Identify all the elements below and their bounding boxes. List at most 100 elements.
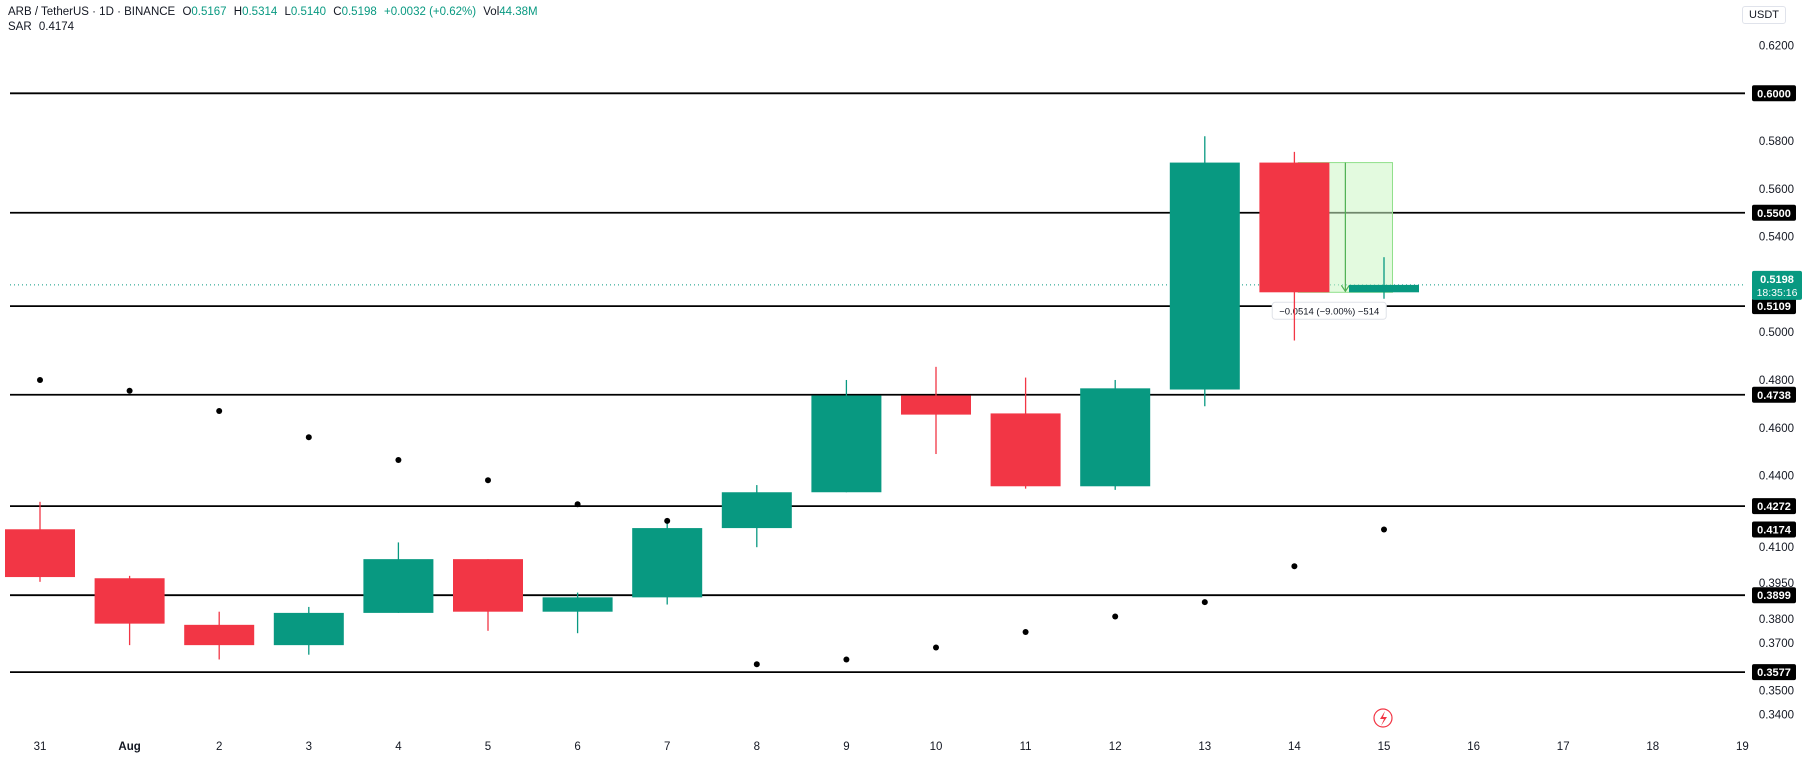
candle-body bbox=[1169, 162, 1240, 390]
sar-dot bbox=[37, 376, 43, 383]
level-price-tag-bg bbox=[1752, 664, 1796, 681]
level-price-tag: 0.4272 bbox=[1757, 501, 1791, 513]
time-tick-label: 10 bbox=[930, 741, 943, 753]
volume-label: Vol bbox=[483, 6, 500, 18]
countdown-tag: 18:35:16 bbox=[1757, 287, 1798, 299]
candle-body bbox=[1080, 388, 1151, 487]
price-tick-label: 0.3950 bbox=[1759, 578, 1794, 590]
close-label: C bbox=[333, 6, 342, 18]
level-price-tag: 0.4738 bbox=[1757, 390, 1791, 402]
sar-dot bbox=[485, 477, 491, 484]
high-label: H bbox=[233, 6, 243, 18]
time-tick-label: 7 bbox=[664, 741, 670, 753]
level-price-tag-bg bbox=[1752, 85, 1796, 102]
time-tick-label: 16 bbox=[1467, 741, 1480, 753]
price-tick-label: 0.3700 bbox=[1759, 638, 1794, 650]
time-tick-label: 3 bbox=[306, 741, 312, 753]
time-tick-label: 4 bbox=[395, 741, 402, 753]
level-price-tag-bg bbox=[1752, 587, 1796, 604]
time-tick-label: Aug bbox=[118, 741, 140, 753]
time-tick-label: 15 bbox=[1378, 741, 1391, 753]
sar-price-tag: 0.4174 bbox=[1757, 525, 1792, 537]
sar-dot bbox=[216, 408, 223, 415]
chart-legend-ohlc: ARB / TetherUS · 1D · BINANCE O0.5167 H0… bbox=[8, 6, 542, 18]
price-tags: 0.6000 0.5500 0.5109 0.4738 0.4272 0.3899 0.35… bbox=[1752, 85, 1802, 681]
price-tick-label: 0.3400 bbox=[1759, 709, 1794, 721]
level-price-tag: 0.6000 bbox=[1757, 88, 1791, 100]
sar-dot bbox=[126, 387, 133, 394]
time-tick-label: 31 bbox=[34, 741, 47, 753]
sar-dot bbox=[843, 656, 850, 663]
alert-icon[interactable] bbox=[1373, 708, 1393, 728]
price-tick-label: 0.4800 bbox=[1759, 375, 1794, 387]
candle-body bbox=[811, 395, 882, 493]
open-label: O bbox=[182, 6, 192, 18]
currency-button[interactable]: USDT bbox=[1742, 6, 1786, 24]
level-price-tag: 0.5109 bbox=[1757, 301, 1791, 313]
price-axis: 0.6200 0.5800 0.5600 0.5400 0.5000 0.4800 0.46… bbox=[1759, 41, 1794, 722]
sar-legend[interactable]: SAR 0.4174 bbox=[8, 21, 78, 33]
candle-body bbox=[453, 559, 523, 612]
time-tick-label: 11 bbox=[1020, 741, 1032, 753]
level-price-tag: 0.3899 bbox=[1757, 590, 1791, 602]
close-value: 0.5198 bbox=[341, 6, 377, 18]
level-price-tag-bg bbox=[1752, 204, 1796, 221]
candle-body bbox=[990, 413, 1061, 487]
price-tick-label: 0.4600 bbox=[1759, 423, 1794, 435]
price-tick-label: 0.3500 bbox=[1759, 686, 1794, 698]
low-label: L bbox=[284, 6, 291, 18]
sar-price-tag-bg bbox=[1752, 521, 1796, 538]
sar-dots bbox=[37, 376, 1387, 668]
level-price-tag-bg bbox=[1752, 498, 1796, 515]
last-price-tag-bg bbox=[1752, 270, 1802, 300]
time-tick-label: 8 bbox=[754, 741, 760, 753]
sar-dot bbox=[1201, 599, 1208, 606]
time-tick-label: 13 bbox=[1198, 741, 1211, 753]
price-tick-label: 0.4100 bbox=[1759, 542, 1794, 554]
price-tick-label: 0.5600 bbox=[1759, 184, 1794, 196]
horizontal-levels bbox=[10, 92, 1745, 674]
last-price-tag: 0.5198 bbox=[1760, 274, 1794, 286]
candle-body bbox=[94, 578, 165, 624]
time-tick-label: 14 bbox=[1288, 741, 1301, 753]
time-tick-label: 12 bbox=[1109, 741, 1122, 753]
price-tick-label: 0.3800 bbox=[1759, 614, 1794, 626]
candle-body bbox=[1259, 162, 1330, 293]
sar-dot bbox=[753, 661, 760, 668]
candle-body bbox=[542, 597, 613, 612]
price-tick-label: 0.5800 bbox=[1759, 136, 1794, 148]
change-value: +0.0032 (+0.62%) bbox=[383, 6, 477, 18]
measure-label: −0.0514 (−9.00%) −514 bbox=[1279, 306, 1379, 317]
high-value: 0.5314 bbox=[242, 6, 278, 18]
price-tick-label: 0.6200 bbox=[1759, 41, 1794, 53]
time-tick-label: 19 bbox=[1736, 741, 1749, 753]
measure-label-box bbox=[1271, 301, 1387, 320]
time-tick-label: 6 bbox=[574, 741, 580, 753]
time-tick-label: 2 bbox=[216, 741, 222, 753]
sar-dot bbox=[1381, 526, 1387, 533]
price-tick-label: 0.5000 bbox=[1759, 327, 1794, 339]
symbol-label[interactable]: ARB / TetherUS · 1D · BINANCE bbox=[8, 6, 176, 18]
sar-dot bbox=[933, 644, 939, 651]
sar-dot bbox=[1291, 563, 1298, 570]
sar-dot bbox=[1112, 613, 1119, 620]
candle-body bbox=[5, 529, 75, 578]
sar-dot bbox=[395, 457, 402, 463]
level-price-tag-bg bbox=[1752, 298, 1796, 315]
candle-body bbox=[1349, 284, 1419, 293]
measure-arrow-head bbox=[1340, 284, 1350, 293]
level-price-tag-bg bbox=[1752, 386, 1796, 403]
time-tick-label: 9 bbox=[843, 741, 849, 753]
sar-dot bbox=[664, 517, 671, 524]
level-price-tag: 0.5500 bbox=[1757, 208, 1791, 220]
candle-body bbox=[901, 395, 971, 415]
time-tick-label: 18 bbox=[1646, 741, 1659, 753]
sar-value: 0.4174 bbox=[38, 21, 75, 33]
candle-body bbox=[184, 624, 255, 646]
price-tick-label: 0.4400 bbox=[1759, 471, 1794, 483]
price-tick-label: 0.5400 bbox=[1759, 232, 1794, 244]
time-axis: 31 Aug 2 3 4 5 6 7 8 9 10 11 12 13 14 15 16 17 18 19 bbox=[34, 741, 1749, 753]
candle-body bbox=[632, 528, 703, 598]
volume-value: 44.38M bbox=[499, 6, 538, 18]
